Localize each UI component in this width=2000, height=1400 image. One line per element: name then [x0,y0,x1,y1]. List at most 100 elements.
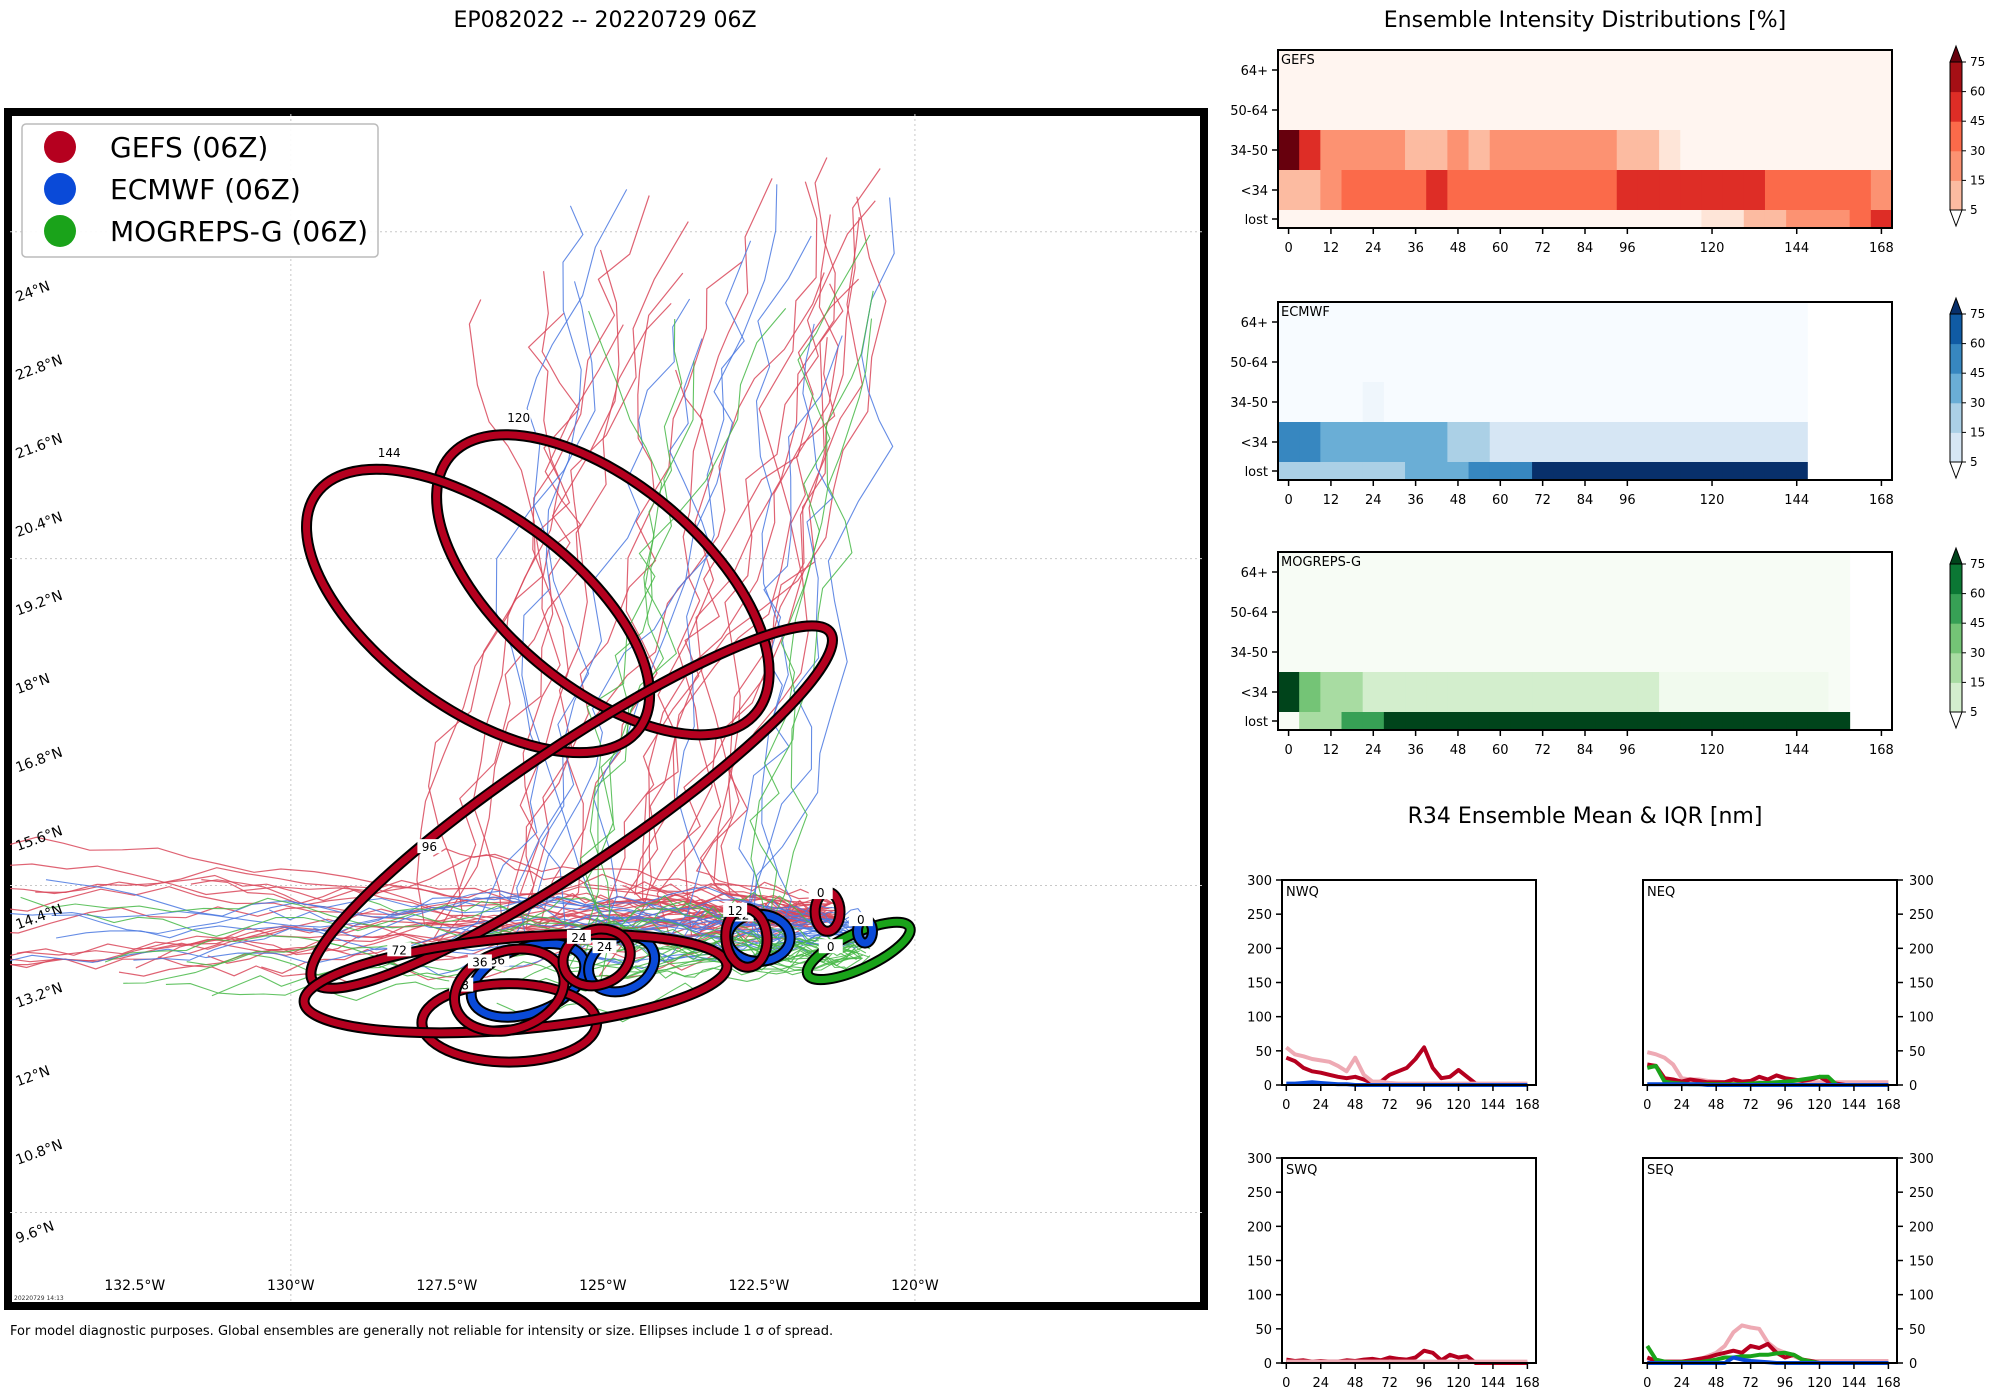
legend-ecmwf-marker [44,173,76,205]
heatmap-cell [1574,552,1597,593]
heatmap-x-tick-label: 72 [1534,493,1551,508]
heatmap-cell [1764,422,1787,463]
heatmap-cell [1426,422,1448,463]
r34-y-tick-label: 250 [1909,908,1934,923]
heatmap-cell [1786,90,1808,131]
heatmap-cell [1637,50,1660,91]
heatmap-cell [1574,712,1597,731]
ensemble-track [538,272,819,954]
heatmap-cell [1489,342,1512,383]
r34-y-tick-label: 50 [1909,1323,1926,1338]
heatmap-cell [1595,632,1618,673]
timestamp: 20220729 14:13 [14,1295,64,1302]
heatmap-cell [1722,672,1745,713]
heatmap-cell [1616,130,1639,171]
heatmap-cell [1489,712,1512,731]
ensemble-track [496,947,862,1023]
heatmap-x-tick-label: 60 [1492,241,1509,256]
heatmap-cell [1447,130,1470,171]
colorbar-max-arrow [1949,44,1963,63]
r34-panel-label: SWQ [1286,1163,1317,1178]
heatmap-cell [1341,130,1364,171]
r34-y-tick-label: 200 [1909,942,1934,957]
heatmap-cell [1764,672,1787,713]
r34-x-tick-label: 168 [1876,1376,1901,1391]
heatmap-cell [1616,552,1639,593]
heatmap-cell [1743,712,1766,731]
heatmap-cell [1532,592,1554,633]
heatmap-cell [1616,210,1639,229]
heatmap-panel-label: GEFS [1281,53,1315,68]
heatmap-cell [1743,462,1766,481]
heatmap-cell [1532,712,1554,731]
ensemble-track [598,337,838,979]
heatmap-cell [1489,672,1512,713]
heatmap-cell [1659,170,1681,211]
r34-x-tick-label: 144 [1842,1376,1867,1391]
heatmap-cell [1278,382,1300,423]
r34-x-tick-label: 24 [1673,1376,1690,1391]
heatmap-cell [1659,422,1681,463]
heatmap-cell [1468,302,1491,343]
heatmap-cell [1849,170,1872,211]
ensemble-track [749,318,873,976]
heatmap-x-tick-label: 36 [1407,743,1424,758]
heatmap-cell [1701,50,1724,91]
heatmap-cell [1278,170,1300,211]
heatmap-cell [1532,50,1554,91]
heatmap-x-tick-label: 0 [1284,493,1292,508]
heatmap-cell [1341,342,1364,383]
heatmap-cell [1659,382,1681,423]
heatmap-cell [1383,170,1406,211]
heatmap-cell [1341,382,1364,423]
legend-gefs-marker [44,131,76,163]
heatmap-cell [1299,130,1321,171]
heatmap-cell [1786,210,1808,229]
footnote: For model diagnostic purposes. Global en… [10,1324,834,1339]
heatmap-cell [1637,422,1660,463]
r34-panel-swq: SWQ 0 24 48 72 96 120 144 168 0 50 100 150 200 250 300 [1247,1152,1540,1391]
colorbar-tick-label: 60 [1970,587,1985,601]
heatmap-cell [1595,712,1618,731]
colorbar-min-arrow [1949,209,1963,228]
colorbar-frame [1949,61,1963,211]
colorbar-tick-label: 15 [1970,173,1985,187]
heatmap-y-tick-label: lost [1245,465,1268,480]
heatmap-cell [1659,592,1681,633]
heatmap-cell [1299,462,1321,481]
r34-y-tick-label: 100 [1247,1289,1272,1304]
heatmap-cell [1405,592,1427,633]
legend-gefs-label: GEFS (06Z) [110,131,268,164]
map-gridlines [10,114,1202,1304]
heatmap-x-tick-label: 48 [1450,743,1467,758]
spread-ellipses: 036241201201449648723624120 [298,409,916,1068]
heatmap-cell [1489,422,1512,463]
heatmap-cell [1362,552,1385,593]
heatmap-cell [1532,672,1554,713]
r34-y-tick-label: 300 [1909,1152,1934,1167]
heatmap-cell [1489,302,1512,343]
ensemble-track [10,886,839,941]
heatmap-cell [1637,712,1660,731]
ellipse-hour-label: 72 [392,943,407,957]
heatmap-cell [1595,170,1618,211]
r34-x-tick-label: 48 [1347,1376,1364,1391]
r34-y-tick-label: 150 [1909,1255,1934,1270]
heatmap-cell [1849,130,1872,171]
colorbar-tick-label: 45 [1970,114,1985,128]
heatmap-cell [1405,302,1427,343]
heatmap-cell [1574,592,1597,633]
colorbar-segment [1950,432,1962,463]
heatmap-cell [1680,130,1702,171]
heatmap-cell [1595,90,1618,131]
r34-x-tick-label: 168 [1515,1376,1540,1391]
r34-y-tick-label: 150 [1247,977,1272,992]
r34-x-tick-label: 144 [1842,1098,1867,1113]
heatmap-cell [1320,342,1343,383]
heatmap-x-tick-label: 24 [1365,743,1382,758]
heatmap-cell [1299,302,1321,343]
heatmap-cell [1426,632,1448,673]
intensity-title: Ensemble Intensity Distributions [%] [1383,8,1787,33]
heatmap-cell [1701,552,1724,593]
heatmap-cell [1786,672,1808,713]
